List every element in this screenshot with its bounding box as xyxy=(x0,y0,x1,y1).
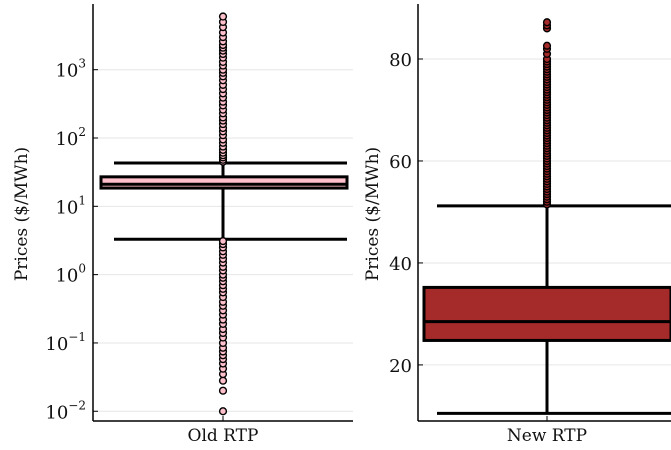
old-rtp-y-ticks: 10−2 10−1 100 101 102 103 xyxy=(45,57,98,423)
old-rtp-y-axis-label: Prices ($/MWh) xyxy=(12,147,32,281)
old-rtp-category-label: Old RTP xyxy=(188,426,259,446)
old-rtp-panel: 10−2 10−1 100 101 102 103 Prices ($/MWh) Old … xyxy=(12,4,353,446)
y-tick-label: 60 xyxy=(389,152,412,173)
outlier-point xyxy=(218,236,228,246)
old-rtp-whiskers xyxy=(114,161,347,241)
y-tick-label: 102 xyxy=(55,125,86,150)
outlier-point xyxy=(542,41,552,50)
new-rtp-box xyxy=(422,285,671,342)
new-rtp-category-label: New RTP xyxy=(507,426,587,446)
outlier-point xyxy=(218,386,228,395)
outlier-point xyxy=(218,376,228,385)
y-tick-label: 10−2 xyxy=(45,398,86,423)
iqr-box xyxy=(422,285,671,342)
y-tick-label: 20 xyxy=(389,356,412,377)
y-tick-label: 101 xyxy=(55,193,86,218)
new-rtp-y-axis-label: Prices ($/MWh) xyxy=(363,147,383,281)
old-rtp-axes xyxy=(92,4,353,422)
outlier-point xyxy=(218,407,228,416)
y-tick-label: 103 xyxy=(55,57,86,82)
new-rtp-outliers xyxy=(542,18,552,209)
new-rtp-axes xyxy=(417,4,671,422)
outlier-point xyxy=(218,12,228,21)
y-tick-label: 80 xyxy=(389,50,412,71)
y-tick-label: 100 xyxy=(55,262,86,287)
y-tick-label: 10−1 xyxy=(45,330,86,355)
iqr-box xyxy=(99,175,349,190)
y-tick-label: 40 xyxy=(389,254,412,275)
old-rtp-box xyxy=(99,175,349,190)
outlier-point xyxy=(542,18,552,27)
old-rtp-outliers xyxy=(218,12,228,416)
new-rtp-y-ticks: 20 40 60 80 xyxy=(389,50,423,377)
new-rtp-whiskers xyxy=(437,204,671,415)
new-rtp-panel: 20 40 60 80 Prices ($/MWh) New RTP xyxy=(363,4,671,446)
